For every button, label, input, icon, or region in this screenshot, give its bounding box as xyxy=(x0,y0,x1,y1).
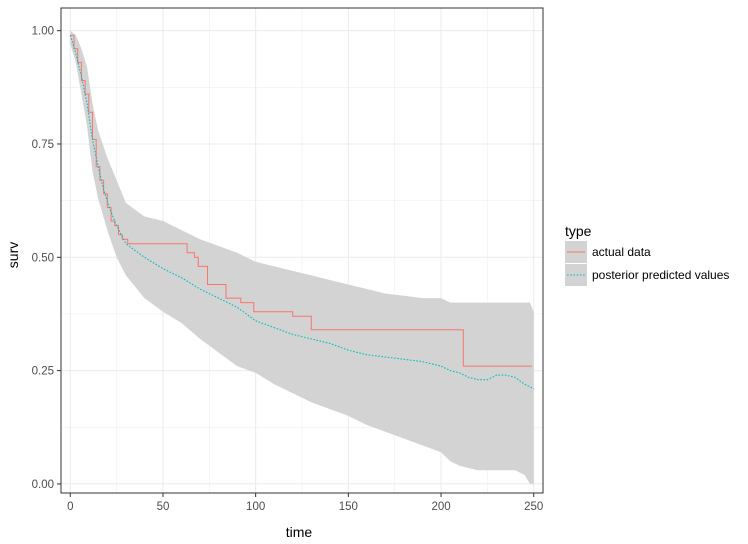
y-tick-label: 0.00 xyxy=(32,479,54,491)
series-line-posterior-predicted-values xyxy=(69,35,534,390)
panel-border xyxy=(60,7,544,494)
x-tick-label: 100 xyxy=(246,501,265,513)
x-tick-label: 50 xyxy=(157,501,170,513)
y-tick-label: 0.50 xyxy=(32,252,54,264)
legend-label-predicted: posterior predicted values xyxy=(592,268,729,282)
y-axis: 0.00 0.25 0.50 0.75 1.00 xyxy=(32,26,61,491)
y-tick-label: 0.25 xyxy=(32,366,54,378)
y-tick-label: 0.75 xyxy=(32,139,54,151)
legend-title: type xyxy=(565,223,592,239)
x-tick-label: 250 xyxy=(524,501,543,513)
legend-label-actual: actual data xyxy=(592,245,651,259)
x-axis: 0 50 100 150 200 250 xyxy=(67,493,543,513)
series-line-actual-data xyxy=(70,34,532,367)
y-axis-title: surv xyxy=(5,242,21,268)
y-tick-label: 1.00 xyxy=(32,26,54,38)
x-tick-label: 200 xyxy=(431,501,450,513)
legend-key-predicted xyxy=(565,264,587,286)
x-tick-label: 0 xyxy=(67,501,73,513)
x-axis-title: time xyxy=(286,524,313,540)
legend: type actual data posterior predicted val… xyxy=(565,223,729,286)
credible-interval-ribbon xyxy=(70,30,534,484)
x-tick-label: 150 xyxy=(339,501,358,513)
